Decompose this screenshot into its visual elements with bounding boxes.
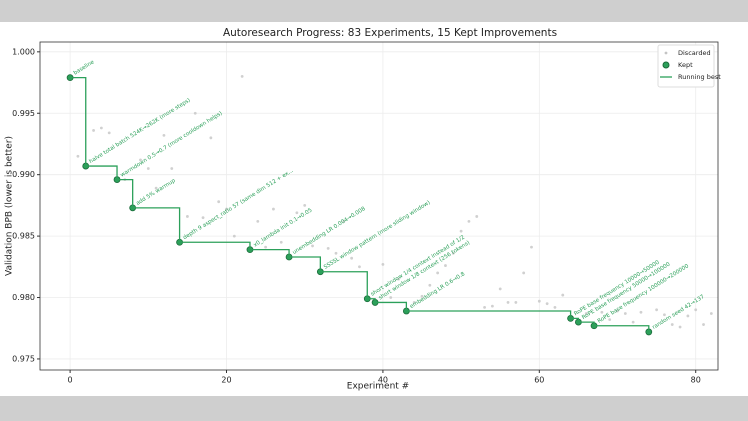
discarded-point: [326, 246, 330, 250]
discarded-point: [663, 313, 666, 317]
discarded-point: [467, 219, 471, 223]
y-tick-label: 0.980: [12, 293, 35, 302]
discarded-point: [506, 301, 510, 304]
y-tick-label: 1.000: [12, 47, 35, 56]
discarded-point: [92, 129, 95, 132]
x-tick-label: 0: [68, 376, 73, 385]
discarded-point: [209, 136, 213, 140]
discarded-point: [537, 299, 541, 303]
discarded-point: [193, 111, 197, 115]
kept-annotation: short window 1/8 context (256 tokens): [378, 240, 471, 301]
x-tick-label: 40: [378, 376, 388, 385]
discarded-point: [162, 133, 166, 137]
y-tick-label: 0.975: [12, 354, 35, 363]
discarded-point: [350, 256, 354, 260]
discarded-point: [76, 154, 80, 158]
discarded-point: [553, 305, 557, 309]
y-tick-label: 0.995: [12, 109, 35, 118]
discarded-point: [600, 310, 604, 314]
discarded-point: [545, 302, 549, 306]
legend-marker: [662, 61, 670, 69]
discarded-point: [232, 234, 236, 238]
kept-annotation: halve total batch 524K→262K (more steps): [88, 97, 191, 165]
discarded-point: [483, 305, 486, 309]
chart: Autoresearch Progress: 83 Experiments, 1…: [0, 22, 748, 396]
legend-marker: [664, 51, 668, 55]
discarded-point: [420, 294, 424, 298]
running-best-line: [70, 76, 650, 332]
discarded-point: [678, 325, 682, 329]
discarded-point: [201, 216, 205, 220]
discarded-point: [498, 287, 502, 291]
y-axis-label: Validation BPB (lower is better): [5, 136, 15, 276]
discarded-point: [459, 229, 463, 233]
x-tick-label: 20: [221, 376, 231, 385]
discarded-point: [154, 186, 158, 190]
discarded-point: [381, 262, 385, 266]
discarded-point: [99, 126, 103, 130]
discarded-point: [514, 301, 518, 304]
plot-frame: [39, 41, 719, 371]
discarded-point: [436, 271, 440, 275]
discarded-point: [279, 240, 283, 244]
discarded-point: [295, 211, 299, 215]
discarded-point: [670, 323, 674, 326]
discarded-point: [428, 283, 432, 287]
legend-label: Kept: [678, 61, 693, 69]
discarded-point: [702, 323, 705, 326]
discarded-point: [256, 219, 260, 223]
chart-title: Autoresearch Progress: 83 Experiments, 1…: [223, 27, 557, 39]
discarded-point: [623, 312, 627, 315]
x-axis-label: Experiment #: [347, 382, 409, 392]
discarded-point: [139, 158, 142, 162]
kept-annotation: add 5% warmup: [135, 178, 177, 207]
discarded-point: [694, 308, 698, 312]
legend-label: Discarded: [678, 49, 711, 57]
discarded-point: [475, 215, 479, 218]
discarded-point: [146, 167, 150, 170]
discarded-point: [334, 251, 338, 255]
discarded-point: [561, 293, 565, 297]
discarded-point: [686, 314, 690, 318]
discarded-point: [639, 310, 643, 314]
x-tick-label: 80: [691, 376, 701, 385]
kept-annotation: baseline: [73, 59, 96, 77]
discarded-point: [389, 296, 393, 299]
discarded-point: [530, 245, 533, 249]
discarded-point: [240, 74, 244, 78]
kept-annotation: random seed 42→137: [651, 294, 706, 331]
discarded-point: [655, 308, 659, 312]
legend: Discarded Kept Running best: [657, 44, 721, 88]
discarded-point: [709, 312, 713, 315]
discarded-point: [217, 200, 221, 204]
discarded-point: [107, 131, 111, 135]
discarded-point: [616, 309, 619, 313]
discarded-point: [412, 301, 416, 304]
discarded-point: [631, 320, 635, 324]
kept-annotation: short window 1/4 context instead of 1/2: [370, 235, 466, 298]
y-tick-label: 0.990: [12, 170, 35, 179]
y-tick-label: 0.985: [12, 232, 35, 241]
discarded-point: [358, 265, 361, 269]
discarded-point: [311, 244, 314, 248]
discarded-point: [522, 271, 526, 275]
discarded-point: [186, 215, 189, 218]
discarded-point: [608, 318, 612, 322]
discarded-point: [584, 312, 588, 315]
discarded-point: [170, 167, 174, 170]
discarded-point: [342, 219, 346, 223]
discarded-point: [272, 207, 275, 211]
discarded-point: [397, 277, 400, 281]
x-tick-label: 60: [534, 376, 544, 385]
kept-annotation: RoPE base frequency 50000→100000: [581, 261, 672, 321]
discarded-point: [225, 207, 228, 211]
kept-annotation: SSSSL window pattern (more sliding windo…: [323, 200, 431, 271]
discarded-point: [490, 304, 494, 308]
discarded-point: [303, 203, 307, 207]
discarded-point: [264, 245, 268, 249]
legend-label: Running best: [678, 73, 721, 81]
discarded-point: [451, 251, 455, 255]
discarded-point: [444, 264, 447, 267]
